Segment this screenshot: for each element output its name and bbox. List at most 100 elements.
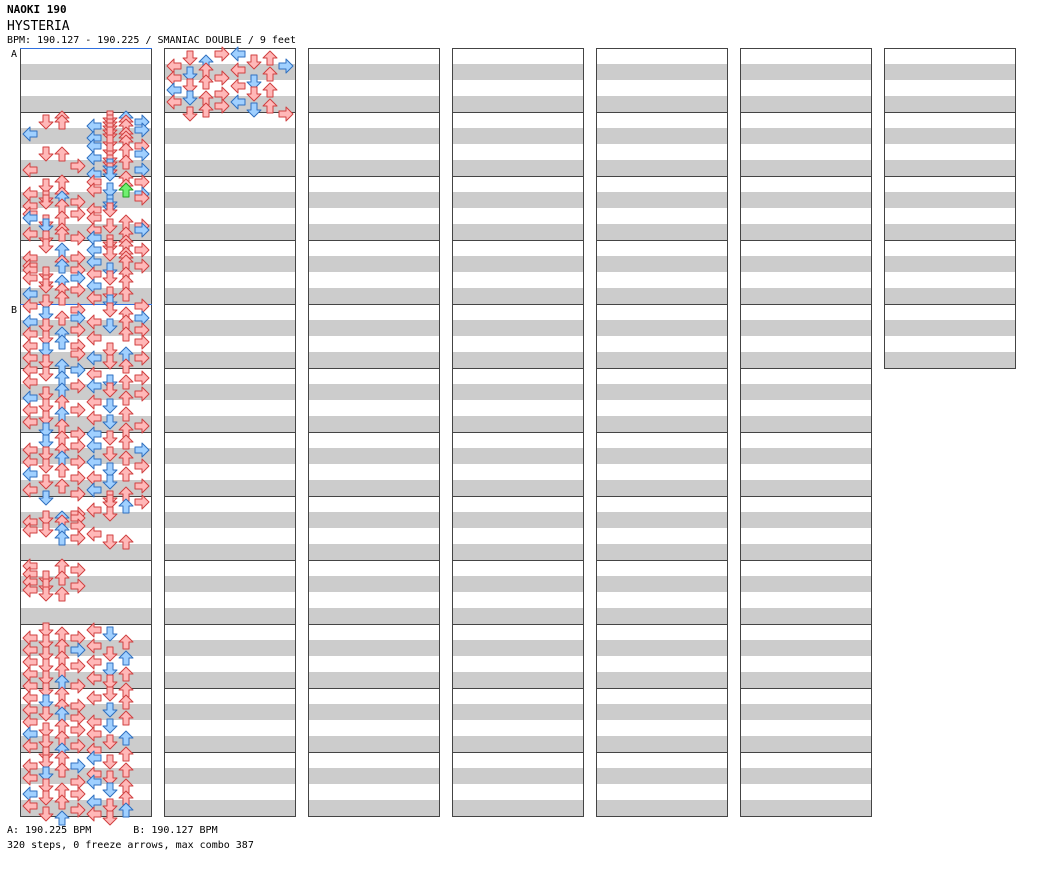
stripe xyxy=(884,192,1016,208)
stripe xyxy=(20,64,152,80)
step-arrow xyxy=(38,318,54,334)
stripe xyxy=(596,640,728,656)
step-arrow xyxy=(86,638,102,654)
stripe xyxy=(164,288,296,304)
step-arrow xyxy=(214,70,230,86)
chart-column xyxy=(308,48,440,817)
stripe xyxy=(596,608,728,624)
stripe xyxy=(452,512,584,528)
stripe xyxy=(308,448,440,464)
step-arrow xyxy=(70,530,86,546)
stripe xyxy=(308,192,440,208)
step-arrow xyxy=(54,462,70,478)
step-arrow xyxy=(134,334,150,350)
stripe xyxy=(20,768,152,784)
step-arrow xyxy=(54,586,70,602)
stripe xyxy=(740,608,872,624)
step-arrow xyxy=(38,510,54,526)
step-arrow xyxy=(102,626,118,642)
stripe xyxy=(452,352,584,368)
stripe xyxy=(884,128,1016,144)
step-arrow xyxy=(38,754,54,770)
step-arrow xyxy=(38,194,54,210)
bpm-marker-label: B xyxy=(11,305,17,316)
stripe xyxy=(596,768,728,784)
stripe xyxy=(884,64,1016,80)
step-arrow xyxy=(70,378,86,394)
step-arrow xyxy=(54,226,70,242)
step-arrow xyxy=(102,182,118,198)
stripe xyxy=(20,288,152,304)
step-arrow xyxy=(118,694,134,710)
stripe xyxy=(308,480,440,496)
stripe xyxy=(596,448,728,464)
stripe xyxy=(164,608,296,624)
step-arrow xyxy=(102,782,118,798)
stripe xyxy=(884,256,1016,272)
stripe xyxy=(740,320,872,336)
stripe xyxy=(20,576,152,592)
step-arrow xyxy=(134,122,150,138)
stripe xyxy=(20,224,152,240)
stripe xyxy=(164,128,296,144)
step-arrow xyxy=(102,494,118,510)
step-arrow xyxy=(70,486,86,502)
stripe xyxy=(164,224,296,240)
step-arrow xyxy=(118,406,134,422)
step-arrow xyxy=(54,570,70,586)
stripe xyxy=(308,544,440,560)
step-arrow xyxy=(70,642,86,658)
step-arrow xyxy=(166,94,182,110)
stripe xyxy=(452,224,584,240)
stripe xyxy=(20,544,152,560)
step-arrow xyxy=(118,450,134,466)
stripe xyxy=(740,384,872,400)
stripe xyxy=(740,256,872,272)
stripe xyxy=(596,192,728,208)
chart-column xyxy=(452,48,584,817)
step-arrow xyxy=(102,202,118,218)
stripe xyxy=(596,288,728,304)
step-arrow xyxy=(102,382,118,398)
step-arrow xyxy=(102,398,118,414)
step-arrow xyxy=(54,762,70,778)
step-arrow xyxy=(198,102,214,118)
step-arrow xyxy=(134,222,150,238)
step-arrow xyxy=(118,498,134,514)
song-title: HYSTERIA xyxy=(7,19,70,34)
step-arrow xyxy=(38,278,54,294)
step-arrow xyxy=(86,394,102,410)
step-arrow xyxy=(22,126,38,142)
stripe xyxy=(452,768,584,784)
stripe xyxy=(740,288,872,304)
step-arrow xyxy=(182,90,198,106)
stripe xyxy=(596,256,728,272)
step-arrow xyxy=(38,422,54,438)
step-arrow xyxy=(102,430,118,446)
step-arrow xyxy=(22,482,38,498)
stripe xyxy=(308,256,440,272)
stripe xyxy=(308,288,440,304)
stripe xyxy=(740,576,872,592)
stripe xyxy=(884,352,1016,368)
step-arrow xyxy=(262,98,278,114)
step-arrow xyxy=(134,494,150,510)
step-arrow xyxy=(70,578,86,594)
chart-column xyxy=(20,48,152,817)
stripe xyxy=(452,480,584,496)
stripe xyxy=(20,704,152,720)
step-arrow xyxy=(102,474,118,490)
step-arrow xyxy=(22,414,38,430)
stripe xyxy=(20,640,152,656)
step-arrow xyxy=(70,158,86,174)
stripe xyxy=(20,352,152,368)
step-arrow xyxy=(38,218,54,234)
step-arrow xyxy=(38,634,54,650)
step-arrow xyxy=(102,702,118,718)
step-arrow xyxy=(38,806,54,822)
column-frame xyxy=(596,48,728,817)
stripe xyxy=(164,320,296,336)
step-arrow xyxy=(86,330,102,346)
bpm-b-label: B: 190.127 BPM xyxy=(133,825,218,836)
stripe xyxy=(596,480,728,496)
